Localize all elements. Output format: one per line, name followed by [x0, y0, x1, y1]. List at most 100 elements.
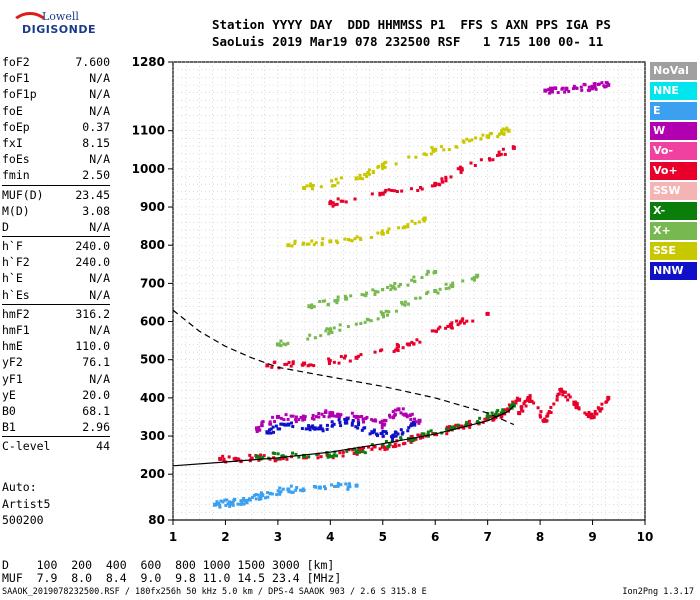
echo-dot [430, 184, 434, 188]
echo-dot [278, 427, 282, 431]
echo-point [517, 397, 522, 402]
echo-dot [382, 445, 386, 449]
echo-dot [381, 192, 385, 196]
echo-dot [351, 448, 355, 452]
param-row: foEs N/A [2, 151, 110, 167]
echo-dot [426, 430, 430, 434]
echo-point [417, 418, 422, 423]
lowell-digisonde-logo: Lowell DIGISONDE [8, 8, 95, 42]
echo-dot [442, 148, 446, 152]
echo-point [344, 296, 349, 301]
echo-dot [544, 88, 548, 92]
echo-dot [328, 454, 332, 458]
echo-dot [407, 426, 411, 430]
echo-dot [242, 496, 246, 500]
echo-dot [399, 436, 403, 440]
param-value: 8.15 [82, 135, 110, 150]
trace-sixth-hop [543, 81, 611, 95]
echo-dot [455, 145, 459, 149]
echo-dot [524, 404, 528, 408]
echo-dot [393, 281, 397, 285]
echo-point [506, 128, 511, 133]
echo-dot [465, 421, 469, 425]
echo-dot [258, 495, 262, 499]
echo-dot [305, 242, 309, 246]
echo-point [396, 407, 401, 412]
echo-dot [394, 434, 398, 438]
distance-muf-table: D 100 200 400 600 800 1000 1500 3000 [km… [2, 559, 341, 585]
echo-dot [345, 449, 349, 453]
echo-dot [555, 398, 559, 402]
echo-dot [490, 411, 494, 415]
echo-dot [341, 450, 345, 454]
echo-dot [580, 88, 584, 92]
echo-dot [403, 225, 407, 229]
echo-dot [350, 421, 354, 425]
echo-dot [360, 428, 364, 432]
echo-point [260, 493, 265, 498]
echo-dot [557, 392, 561, 396]
echo-dot [461, 279, 465, 283]
autoscaling-info: Auto: Artist5 500200 [2, 479, 50, 529]
echo-point [380, 311, 385, 316]
echo-point [574, 403, 579, 408]
echo-dot [401, 412, 405, 416]
echo-dot [446, 427, 450, 431]
echo-dot [409, 187, 413, 191]
echo-dot [497, 132, 501, 136]
param-row: fxI 8.15 [2, 135, 110, 151]
param-row: h`E N/A [2, 270, 110, 286]
echo-dot [239, 499, 243, 503]
echo-dot [273, 420, 277, 424]
echo-dot [399, 411, 403, 415]
echo-dot [319, 455, 323, 459]
echo-dot [380, 431, 384, 435]
legend-item-w: W [650, 122, 697, 140]
echo-dot [346, 325, 350, 329]
echo-dot [288, 490, 292, 494]
echo-point [286, 243, 291, 248]
echo-dot [600, 81, 604, 85]
echo-dot [302, 454, 306, 458]
echo-dot [556, 91, 560, 95]
x-tick-label: 10 [637, 530, 654, 544]
echo-dot [391, 445, 395, 449]
echo-dot [348, 485, 352, 489]
echo-dot [497, 413, 501, 417]
echo-dot [355, 451, 359, 455]
echo-dot [359, 353, 363, 357]
echo-dot [359, 322, 363, 326]
echo-dot [393, 287, 397, 291]
echo-dot [385, 431, 389, 435]
echo-dot [365, 291, 369, 295]
echo-dot [378, 447, 382, 451]
echo-dot [462, 321, 466, 325]
x-tick-label: 8 [536, 530, 544, 544]
echo-dot [372, 428, 376, 432]
echo-dot [273, 459, 277, 463]
x-tick-label: 4 [326, 530, 334, 544]
echo-dot [412, 275, 416, 279]
echo-dot [312, 305, 316, 309]
echo-dot [384, 309, 388, 313]
echo-dot [370, 192, 374, 196]
echo-dot [567, 393, 571, 397]
echo-dot [302, 488, 306, 492]
echo-dot [271, 425, 275, 429]
echo-dot [425, 272, 429, 276]
echo-dot [313, 484, 317, 488]
echo-dot [257, 456, 261, 460]
echo-dot [488, 158, 492, 162]
echo-dot [465, 319, 469, 323]
echo-dot [413, 221, 417, 225]
echo-dot [260, 424, 264, 428]
echo-dot [336, 298, 340, 302]
echo-point [254, 426, 259, 431]
echo-dot [491, 158, 495, 162]
param-row: foF2 7.600 [2, 54, 110, 70]
echo-dot [278, 492, 282, 496]
echo-dot [444, 282, 448, 286]
echo-point [380, 422, 385, 427]
echo-dot [279, 490, 283, 494]
echo-dot [326, 455, 330, 459]
